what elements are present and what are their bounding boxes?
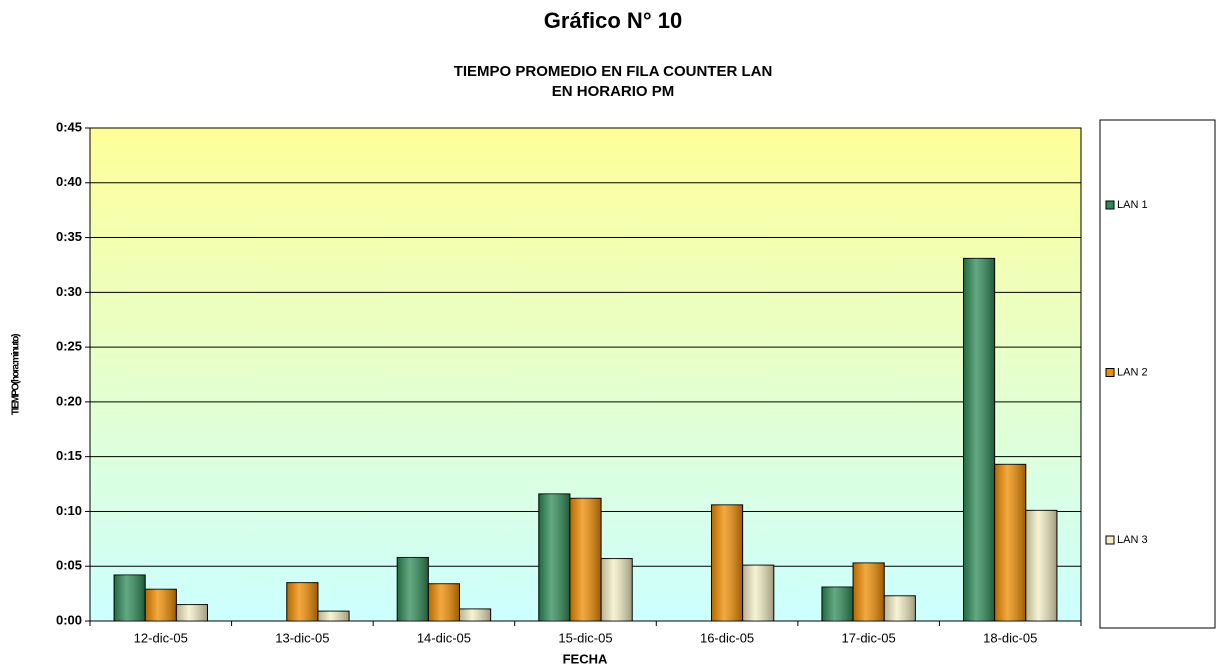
bar xyxy=(396,556,429,622)
bar xyxy=(113,574,146,622)
y-tick-label: 0:25 xyxy=(56,339,82,354)
y-tick-label: 0:45 xyxy=(56,119,82,134)
legend-swatch xyxy=(1105,535,1115,545)
bar xyxy=(1025,509,1058,622)
bar xyxy=(852,562,885,622)
x-tick-label: 18-dic-05 xyxy=(983,630,1037,645)
bar xyxy=(144,588,177,622)
y-tick-label: 0:20 xyxy=(56,393,82,408)
bar xyxy=(427,583,461,622)
bar xyxy=(600,558,633,622)
y-tick-label: 0:10 xyxy=(56,503,82,518)
legend-swatch xyxy=(1105,200,1115,210)
x-tick-label: 17-dic-05 xyxy=(842,630,896,645)
legend xyxy=(1099,119,1216,629)
bar xyxy=(459,608,492,622)
x-axis-title: FECHA xyxy=(563,651,608,666)
bar xyxy=(742,564,775,622)
y-tick-label: 0:30 xyxy=(56,284,82,299)
bar xyxy=(962,257,996,622)
chart-subtitle: EN HORARIO PM xyxy=(552,83,675,100)
chart-subtitle: TIEMPO PROMEDIO EN FILA COUNTER LAN xyxy=(454,63,773,80)
legend-label: LAN 1 xyxy=(1117,199,1148,211)
x-tick-label: 13-dic-05 xyxy=(275,630,329,645)
legend-label: LAN 3 xyxy=(1117,534,1148,546)
bar xyxy=(175,604,209,622)
bar xyxy=(286,582,319,622)
y-tick-label: 0:00 xyxy=(56,612,82,627)
y-tick-label: 0:35 xyxy=(56,229,82,244)
x-tick-label: 16-dic-05 xyxy=(700,630,754,645)
legend-swatch xyxy=(1105,368,1115,377)
bar xyxy=(710,504,744,622)
y-axis-title: TIEMPO(hora:minuto) xyxy=(11,334,22,415)
bar xyxy=(994,463,1027,622)
x-tick-label: 12-dic-05 xyxy=(134,630,188,645)
chart-title: Gráfico N° 10 xyxy=(544,8,682,33)
y-tick-label: 0:05 xyxy=(56,558,82,573)
legend-label: LAN 2 xyxy=(1117,366,1148,378)
bar xyxy=(883,595,916,622)
y-tick-label: 0:40 xyxy=(56,174,82,189)
x-tick-label: 15-dic-05 xyxy=(558,630,612,645)
bar xyxy=(821,586,854,622)
y-tick-label: 0:15 xyxy=(56,448,82,463)
bar xyxy=(569,497,602,622)
bar xyxy=(317,610,350,622)
bar xyxy=(538,493,571,622)
x-tick-label: 14-dic-05 xyxy=(417,630,471,645)
